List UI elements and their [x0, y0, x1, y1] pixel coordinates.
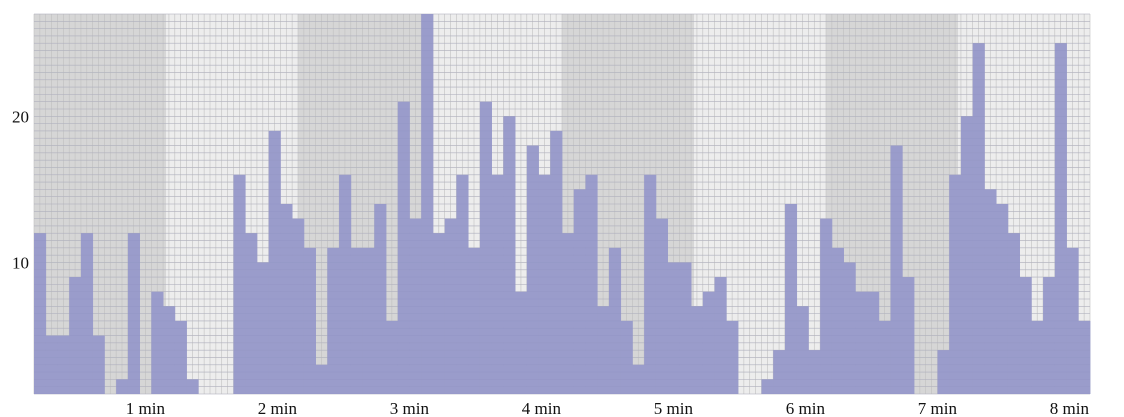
- x-tick-label: 3 min: [390, 399, 430, 417]
- x-tick-label: 2 min: [258, 399, 298, 417]
- x-tick-label: 5 min: [654, 399, 694, 417]
- x-tick-label: 6 min: [786, 399, 826, 417]
- x-tick-label: 4 min: [522, 399, 562, 417]
- y-tick-label: 10: [12, 253, 29, 272]
- bar-grid-overlay: [34, 13, 1090, 395]
- x-tick-label: 1 min: [126, 399, 166, 417]
- x-tick-label: 7 min: [918, 399, 958, 417]
- y-axis-ticks: 10 20: [12, 107, 29, 272]
- y-tick-label: 20: [12, 107, 29, 126]
- bar-grid-lines: [34, 13, 1090, 395]
- x-tick-label: 8 min: [1050, 399, 1090, 417]
- x-axis-ticks: 1 min 2 min 3 min 4 min 5 min 6 min 7 min 8 min: [126, 399, 1090, 417]
